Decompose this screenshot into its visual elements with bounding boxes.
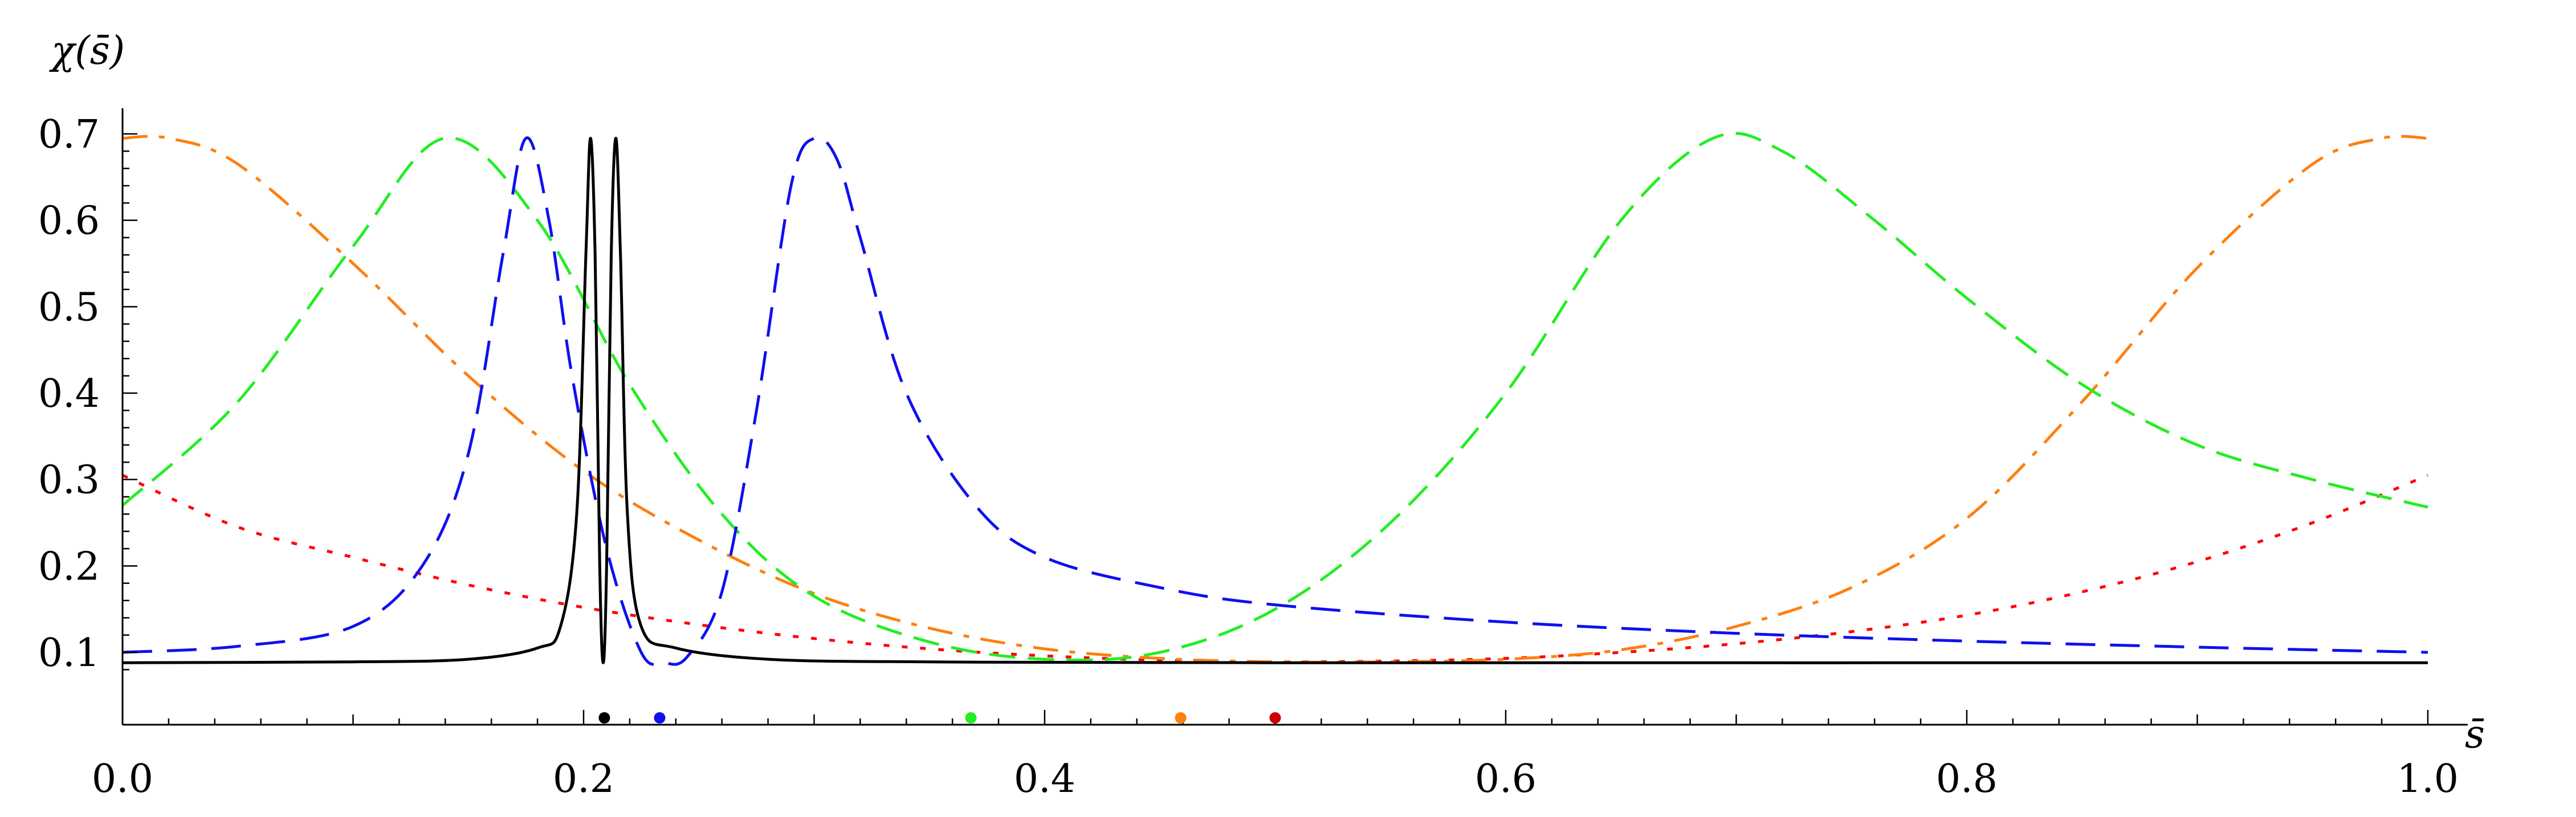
tick-labels: 0.0 0.2 0.4 0.6 0.8 1.0 0.1 0.2 0.3 0.4 0.5 0.6 0.7 — [38, 112, 2459, 802]
series-line-4 — [122, 137, 2428, 664]
axis-dot-2 — [965, 712, 977, 724]
curves — [121, 132, 2428, 666]
series-line-0 — [121, 473, 2428, 664]
y-axis-label: χ(s̄) — [49, 28, 125, 73]
axis-dots — [598, 712, 1281, 724]
x-tick-label: 0.0 — [92, 757, 153, 802]
y-tick-label: 0.7 — [38, 112, 100, 157]
series-line-1 — [122, 134, 2428, 664]
axis-dot-3 — [1175, 712, 1187, 724]
y-tick-label: 0.5 — [38, 285, 100, 330]
axis-dot-1 — [654, 712, 666, 724]
series-line-3 — [122, 136, 2428, 666]
y-tick-label: 0.1 — [38, 631, 100, 676]
axis-dot-4 — [1269, 712, 1281, 724]
x-tick-label: 0.6 — [1475, 757, 1536, 802]
x-tick-label: 0.4 — [1014, 757, 1075, 802]
series-line-2 — [121, 132, 2428, 662]
y-tick-label: 0.4 — [38, 371, 100, 416]
x-tick-label: 0.2 — [553, 757, 614, 802]
y-tick-label: 0.6 — [38, 199, 100, 244]
x-tick-label: 1.0 — [2397, 757, 2459, 802]
axes — [121, 108, 2468, 726]
x-tick-label: 0.8 — [1936, 757, 1998, 802]
y-tick-label: 0.3 — [38, 458, 100, 503]
x-axis-label: s̄ — [2465, 712, 2485, 757]
axis-dot-0 — [598, 712, 610, 724]
y-tick-label: 0.2 — [38, 544, 100, 589]
